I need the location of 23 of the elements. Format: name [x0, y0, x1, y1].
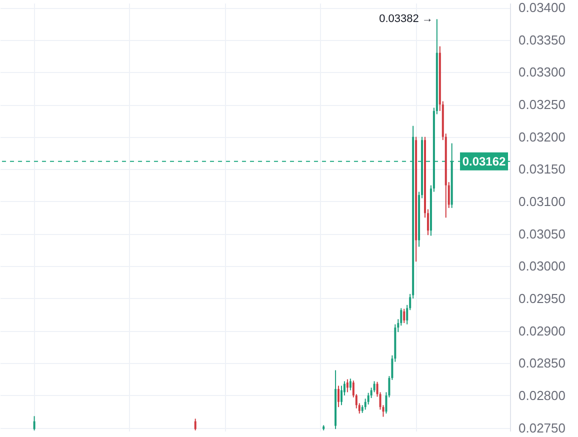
y-tick-label: 0.03300: [518, 64, 566, 80]
y-tick-label: 0.03400: [518, 0, 566, 16]
y-tick-label: 0.03050: [518, 226, 566, 242]
candlestick: [338, 385, 340, 408]
y-tick-label: 0.03150: [518, 162, 566, 177]
y-tick-label: 0.02750: [518, 420, 566, 436]
y-tick-label: 0.02800: [518, 388, 566, 403]
annotation: 0.03382 →: [379, 13, 433, 26]
candlestick: [346, 378, 348, 393]
candlestick: [340, 385, 342, 406]
candlestick: [194, 418, 196, 431]
y-tick-label: 0.03250: [518, 97, 566, 112]
y-tick-label: 0.03100: [518, 194, 566, 209]
candlestick: [33, 416, 36, 431]
y-tick-label: 0.03350: [518, 32, 566, 48]
y-tick-label: 0.02950: [518, 290, 566, 306]
candlestick: [403, 308, 406, 324]
y-tick-label: 0.02850: [518, 356, 566, 371]
y-tick-label: 0.03200: [518, 129, 566, 144]
y-tick-label: 0.03000: [518, 258, 566, 274]
y-tick-label: 0.02900: [518, 323, 566, 338]
ref-line-label: 0.03162: [462, 154, 506, 168]
candlestick: [349, 378, 352, 391]
